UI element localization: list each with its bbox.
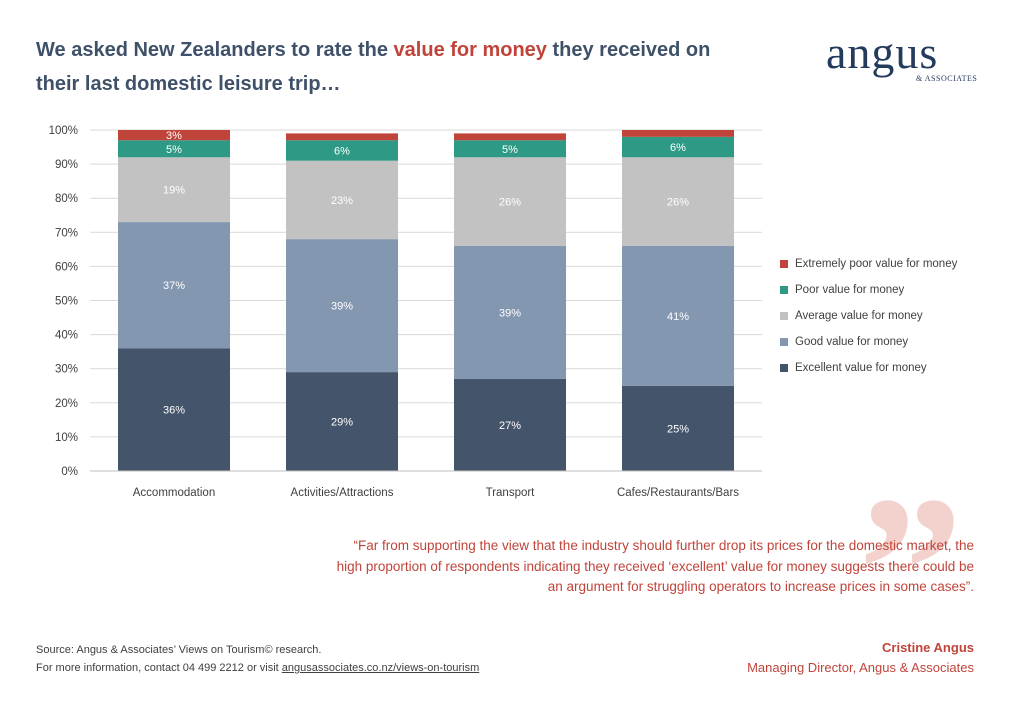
legend-item: Good value for money: [780, 329, 957, 355]
data-label: 6%: [334, 145, 350, 157]
data-label: 6%: [670, 142, 686, 154]
data-label: 26%: [667, 197, 689, 209]
y-tick-label: 80%: [55, 193, 78, 205]
data-label: 26%: [499, 197, 521, 209]
bar-segment: [622, 157, 734, 246]
legend-swatch: [780, 312, 788, 320]
source-note: Source: Angus & Associates’ Views on Tou…: [36, 644, 322, 656]
quote-author-role: Managing Director, Angus & Associates: [747, 660, 974, 675]
x-category-label: Cafes/Restaurants/Bars: [617, 487, 739, 499]
legend-label: Excellent value for money: [795, 362, 927, 374]
chart-legend: Extremely poor value for money Poor value…: [780, 251, 957, 381]
legend-label: Good value for money: [795, 336, 909, 348]
legend-swatch: [780, 260, 788, 268]
x-category-label: Transport: [486, 487, 536, 499]
bar-segment: [454, 133, 566, 141]
bar-segment: [622, 130, 734, 137]
bar-segment: [286, 140, 398, 161]
headline: We asked New Zealanders to rate the valu…: [36, 33, 756, 101]
legend-item: Extremely poor value for money: [780, 251, 957, 277]
contact-note: For more information, contact 04 499 221…: [36, 662, 479, 674]
y-tick-label: 40%: [55, 330, 78, 342]
data-label: 39%: [499, 307, 521, 319]
quote-text: “Far from supporting the view that the i…: [336, 538, 974, 594]
bar-segment: [622, 385, 734, 471]
legend-label: Poor value for money: [795, 284, 905, 296]
legend-swatch: [780, 286, 788, 294]
data-label: 37%: [163, 280, 185, 292]
legend-item: Average value for money: [780, 303, 957, 329]
data-label: 19%: [163, 185, 185, 197]
bar-segment: [622, 136, 734, 158]
brand-logo: angus & ASSOCIATES: [826, 30, 996, 90]
quote-author: Cristine Angus: [882, 640, 974, 655]
contact-prefix: For more information, contact 04 499 221…: [36, 662, 282, 674]
y-tick-label: 70%: [55, 227, 78, 239]
y-tick-label: 60%: [55, 261, 78, 273]
headline-part2: they received on their last domestic lei…: [36, 39, 711, 95]
bar-segment: [454, 378, 566, 471]
y-tick-label: 30%: [55, 364, 78, 376]
legend-swatch: [780, 338, 788, 346]
bar-segment: [118, 348, 230, 471]
logo-wordmark: angus: [826, 27, 939, 78]
bar-segment: [454, 157, 566, 246]
data-label: 29%: [331, 417, 353, 429]
y-tick-label: 10%: [55, 432, 78, 444]
legend-swatch: [780, 364, 788, 372]
data-label: 5%: [166, 144, 182, 156]
bar-segment: [454, 140, 566, 158]
bar-segment: [118, 222, 230, 349]
x-category-label: Accommodation: [133, 487, 215, 499]
bar-segment: [286, 372, 398, 471]
headline-accent: value for money: [393, 39, 547, 61]
quote-mark-icon: ”: [858, 454, 963, 686]
data-label: 39%: [331, 301, 353, 313]
data-label: 27%: [499, 420, 521, 432]
data-label: 3%: [166, 130, 182, 142]
bar-segment: [118, 157, 230, 223]
headline-part1: We asked New Zealanders to rate the: [36, 39, 394, 61]
legend-label: Extremely poor value for money: [795, 258, 958, 270]
bar-segment: [286, 239, 398, 373]
y-tick-label: 50%: [55, 296, 78, 308]
bar-segment: [286, 160, 398, 240]
bar-segment: [286, 133, 398, 141]
y-tick-label: 100%: [49, 125, 78, 137]
y-tick-label: 20%: [55, 398, 78, 410]
legend-item: Poor value for money: [780, 277, 957, 303]
legend-label: Average value for money: [795, 310, 923, 322]
legend-item: Excellent value for money: [780, 355, 957, 381]
bar-segment: [118, 130, 230, 141]
y-tick-label: 90%: [55, 159, 78, 171]
bar-segment: [454, 245, 566, 379]
y-tick-label: 0%: [61, 466, 78, 478]
data-label: 41%: [667, 311, 689, 323]
logo-subtitle: & ASSOCIATES: [916, 74, 978, 83]
data-label: 23%: [331, 195, 353, 207]
contact-link[interactable]: angusassociates.co.nz/views-on-tourism: [281, 662, 480, 674]
x-category-label: Activities/Attractions: [291, 487, 394, 499]
data-label: 25%: [667, 423, 689, 435]
bar-segment: [118, 140, 230, 158]
data-label: 36%: [163, 405, 185, 417]
data-label: 5%: [502, 144, 518, 156]
bar-segment: [622, 245, 734, 386]
